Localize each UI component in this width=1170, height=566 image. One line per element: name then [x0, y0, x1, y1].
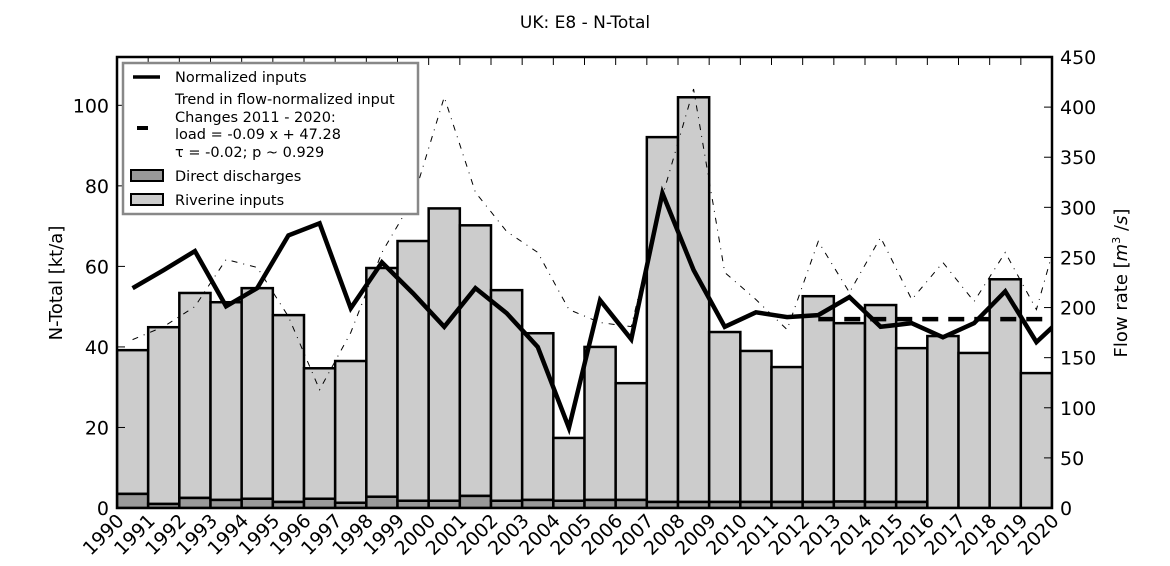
chart-title: UK: E8 - N-Total [520, 13, 650, 33]
direct-bar [302, 497, 337, 508]
riverine-bar [520, 331, 555, 502]
y-tick-label: 20 [85, 417, 109, 439]
legend-riverine-swatch [130, 193, 164, 206]
y-axis-label-right: Flow rate [m3 /s] [1110, 209, 1132, 358]
riverine-bar [770, 365, 804, 504]
riverine-bar [988, 278, 1023, 508]
riverine-bar [832, 321, 867, 503]
legend-trend-changes: Changes 2011 - 2020: [175, 110, 336, 126]
y-tick-label: 100 [73, 95, 109, 117]
y-tick-label: 80 [85, 176, 109, 198]
direct-bar [365, 495, 399, 508]
y-tick-label: 0 [97, 498, 109, 520]
riverine-bar [707, 330, 742, 504]
riverine-bar [957, 351, 991, 508]
y-right-tick-label: 200 [1060, 298, 1096, 320]
riverine-bar [209, 300, 243, 502]
right-axis-ticks: 0 50 100 150 200 250 300 350 400 450 [1044, 47, 1096, 520]
riverine-bar [178, 291, 212, 500]
lines [131, 88, 1052, 436]
x-axis-ticks: 1990199119921993199419951996199719981999… [79, 57, 1064, 560]
riverine-bar [458, 224, 493, 498]
direct-bar [117, 492, 150, 508]
riverine-bar [552, 436, 586, 503]
legend-normalized-label: Normalized inputs [175, 70, 307, 86]
legend-riverine-label: Riverine inputs [175, 193, 284, 209]
y-tick-label: 60 [85, 256, 109, 278]
direct-bar [240, 497, 275, 508]
left-axis-ticks: 0 20 40 60 80 100 [73, 95, 125, 520]
y-right-tick-label: 0 [1060, 498, 1072, 520]
y-right-tick-label: 450 [1060, 47, 1096, 69]
y-right-tick-label: 150 [1060, 348, 1096, 370]
riverine-bar [365, 266, 399, 498]
normalized-inputs-line [131, 185, 1052, 436]
riverine-bar [583, 345, 617, 502]
riverine-bar [117, 348, 150, 496]
riverine-bar [614, 381, 649, 502]
y-right-tick-label: 100 [1060, 398, 1096, 420]
direct-bar [458, 494, 493, 508]
y-axis-label: N-Total [kt/a] [46, 226, 67, 341]
riverine-bar [926, 334, 960, 508]
legend: Normalized inputs Trend in flow-normaliz… [121, 61, 420, 216]
legend-trend-label: Trend in flow-normalized input [174, 92, 395, 108]
riverine-bar [333, 359, 368, 505]
y-right-tick-label: 50 [1060, 448, 1084, 470]
legend-direct-swatch [130, 169, 164, 182]
riverine-bar [146, 325, 181, 506]
y-right-tick-label: 250 [1060, 247, 1096, 269]
riverine-bar [863, 303, 898, 504]
riverine-bar [240, 286, 275, 500]
y-right-tick-label: 350 [1060, 147, 1096, 169]
riverine-bar [302, 367, 337, 500]
riverine-bar [427, 207, 462, 503]
riverine-bar [894, 346, 929, 504]
riverine-bar [676, 96, 711, 504]
legend-direct-label: Direct discharges [175, 169, 301, 185]
riverine-bar [1019, 371, 1052, 508]
y-tick-label: 40 [85, 337, 109, 359]
riverine-bar [801, 294, 836, 504]
bars [117, 96, 1052, 508]
y-right-tick-label: 400 [1060, 97, 1096, 119]
riverine-bar [271, 313, 306, 504]
legend-trend-stats: τ = -0.02; p ~ 0.929 [175, 145, 324, 161]
riverine-bar [739, 349, 773, 504]
legend-trend-equation: load = -0.09 x + 47.28 [175, 127, 341, 143]
y-right-tick-label: 300 [1060, 197, 1096, 219]
direct-bar [178, 496, 212, 508]
